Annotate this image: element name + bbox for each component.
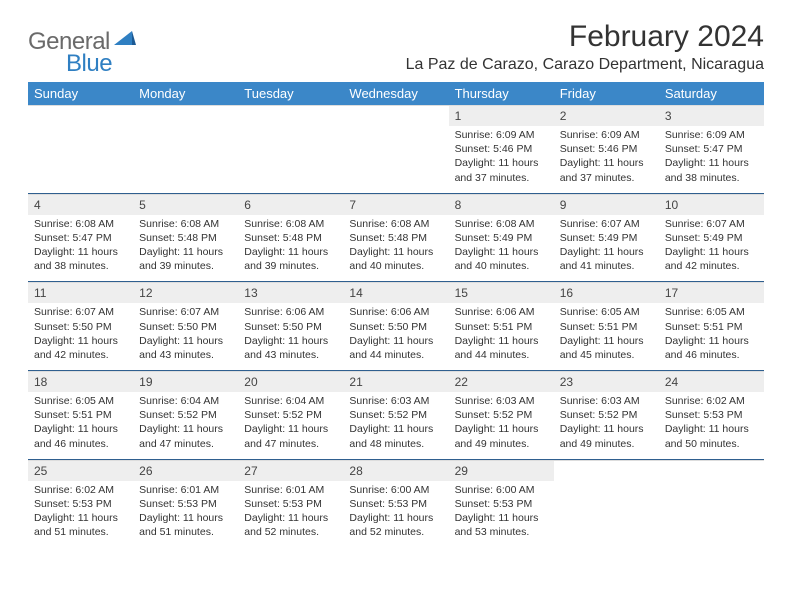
day-body-row: Sunrise: 6:02 AMSunset: 5:53 PMDaylight:…	[28, 481, 764, 548]
day-body-row: Sunrise: 6:09 AMSunset: 5:46 PMDaylight:…	[28, 126, 764, 193]
day-number-cell: 24	[659, 372, 764, 393]
day-number-cell: 12	[133, 283, 238, 304]
weekday-header: Thursday	[449, 82, 554, 106]
day-body-cell: Sunrise: 6:03 AMSunset: 5:52 PMDaylight:…	[449, 392, 554, 459]
weekday-header-row: SundayMondayTuesdayWednesdayThursdayFrid…	[28, 82, 764, 106]
day-body-cell	[133, 126, 238, 193]
day-body-cell: Sunrise: 6:07 AMSunset: 5:50 PMDaylight:…	[133, 303, 238, 370]
day-body-cell: Sunrise: 6:00 AMSunset: 5:53 PMDaylight:…	[343, 481, 448, 548]
weekday-header: Wednesday	[343, 82, 448, 106]
day-body-cell	[343, 126, 448, 193]
day-number-cell: 9	[554, 194, 659, 215]
day-number-cell: 26	[133, 460, 238, 481]
month-title: February 2024	[406, 20, 764, 54]
day-number-cell: 21	[343, 372, 448, 393]
day-number-cell: 15	[449, 283, 554, 304]
day-number-cell	[343, 106, 448, 127]
weekday-header: Saturday	[659, 82, 764, 106]
day-body-cell: Sunrise: 6:01 AMSunset: 5:53 PMDaylight:…	[133, 481, 238, 548]
day-number-cell: 25	[28, 460, 133, 481]
day-number-cell: 27	[238, 460, 343, 481]
day-body-cell: Sunrise: 6:08 AMSunset: 5:48 PMDaylight:…	[343, 215, 448, 282]
weekday-header: Friday	[554, 82, 659, 106]
day-number-cell	[238, 106, 343, 127]
weekday-header: Monday	[133, 82, 238, 106]
day-body-cell: Sunrise: 6:02 AMSunset: 5:53 PMDaylight:…	[659, 392, 764, 459]
day-number-cell: 11	[28, 283, 133, 304]
day-body-cell: Sunrise: 6:08 AMSunset: 5:48 PMDaylight:…	[133, 215, 238, 282]
day-body-cell: Sunrise: 6:05 AMSunset: 5:51 PMDaylight:…	[28, 392, 133, 459]
day-body-row: Sunrise: 6:08 AMSunset: 5:47 PMDaylight:…	[28, 215, 764, 282]
day-body-cell: Sunrise: 6:07 AMSunset: 5:50 PMDaylight:…	[28, 303, 133, 370]
day-body-cell: Sunrise: 6:09 AMSunset: 5:46 PMDaylight:…	[449, 126, 554, 193]
day-number-cell: 4	[28, 194, 133, 215]
day-body-cell: Sunrise: 6:05 AMSunset: 5:51 PMDaylight:…	[554, 303, 659, 370]
day-body-cell: Sunrise: 6:06 AMSunset: 5:51 PMDaylight:…	[449, 303, 554, 370]
day-body-cell: Sunrise: 6:01 AMSunset: 5:53 PMDaylight:…	[238, 481, 343, 548]
weekday-header: Sunday	[28, 82, 133, 106]
location: La Paz de Carazo, Carazo Department, Nic…	[406, 56, 764, 74]
day-number-cell: 29	[449, 460, 554, 481]
logo: General Blue	[28, 28, 136, 56]
day-body-cell	[659, 481, 764, 548]
day-number-cell: 17	[659, 283, 764, 304]
day-body-cell	[28, 126, 133, 193]
day-body-cell: Sunrise: 6:03 AMSunset: 5:52 PMDaylight:…	[554, 392, 659, 459]
calendar-table: SundayMondayTuesdayWednesdayThursdayFrid…	[28, 82, 764, 547]
day-body-row: Sunrise: 6:07 AMSunset: 5:50 PMDaylight:…	[28, 303, 764, 370]
day-body-cell: Sunrise: 6:08 AMSunset: 5:47 PMDaylight:…	[28, 215, 133, 282]
header: General Blue February 2024 La Paz de Car…	[28, 20, 764, 74]
day-number-cell	[28, 106, 133, 127]
day-body-row: Sunrise: 6:05 AMSunset: 5:51 PMDaylight:…	[28, 392, 764, 459]
day-number-cell	[659, 460, 764, 481]
day-body-cell: Sunrise: 6:06 AMSunset: 5:50 PMDaylight:…	[238, 303, 343, 370]
day-number-cell: 10	[659, 194, 764, 215]
day-number-cell: 3	[659, 106, 764, 127]
day-body-cell: Sunrise: 6:07 AMSunset: 5:49 PMDaylight:…	[554, 215, 659, 282]
day-body-cell	[238, 126, 343, 193]
day-number-cell: 16	[554, 283, 659, 304]
logo-triangle-icon	[114, 29, 136, 45]
day-number-row: 11121314151617	[28, 283, 764, 304]
day-number-cell: 8	[449, 194, 554, 215]
day-number-cell: 1	[449, 106, 554, 127]
day-number-row: 45678910	[28, 194, 764, 215]
day-number-cell: 22	[449, 372, 554, 393]
day-number-cell: 19	[133, 372, 238, 393]
day-body-cell: Sunrise: 6:08 AMSunset: 5:49 PMDaylight:…	[449, 215, 554, 282]
day-number-row: 2526272829	[28, 460, 764, 481]
day-number-cell: 6	[238, 194, 343, 215]
logo-text-blue: Blue	[66, 50, 112, 78]
day-number-cell: 23	[554, 372, 659, 393]
day-body-cell: Sunrise: 6:09 AMSunset: 5:47 PMDaylight:…	[659, 126, 764, 193]
day-body-cell: Sunrise: 6:02 AMSunset: 5:53 PMDaylight:…	[28, 481, 133, 548]
day-body-cell	[554, 481, 659, 548]
day-body-cell: Sunrise: 6:09 AMSunset: 5:46 PMDaylight:…	[554, 126, 659, 193]
calendar-page: General Blue February 2024 La Paz de Car…	[0, 0, 792, 567]
day-number-cell: 7	[343, 194, 448, 215]
day-number-cell: 20	[238, 372, 343, 393]
day-body-cell: Sunrise: 6:07 AMSunset: 5:49 PMDaylight:…	[659, 215, 764, 282]
day-number-cell: 2	[554, 106, 659, 127]
day-number-cell: 5	[133, 194, 238, 215]
day-number-cell: 13	[238, 283, 343, 304]
day-number-row: 18192021222324	[28, 372, 764, 393]
day-number-cell: 14	[343, 283, 448, 304]
day-number-cell: 18	[28, 372, 133, 393]
day-body-cell: Sunrise: 6:03 AMSunset: 5:52 PMDaylight:…	[343, 392, 448, 459]
day-body-cell: Sunrise: 6:04 AMSunset: 5:52 PMDaylight:…	[238, 392, 343, 459]
day-number-cell	[133, 106, 238, 127]
weekday-header: Tuesday	[238, 82, 343, 106]
day-body-cell: Sunrise: 6:00 AMSunset: 5:53 PMDaylight:…	[449, 481, 554, 548]
day-number-cell: 28	[343, 460, 448, 481]
day-number-row: 123	[28, 106, 764, 127]
title-block: February 2024 La Paz de Carazo, Carazo D…	[406, 20, 764, 74]
day-body-cell: Sunrise: 6:05 AMSunset: 5:51 PMDaylight:…	[659, 303, 764, 370]
day-body-cell: Sunrise: 6:08 AMSunset: 5:48 PMDaylight:…	[238, 215, 343, 282]
day-body-cell: Sunrise: 6:04 AMSunset: 5:52 PMDaylight:…	[133, 392, 238, 459]
day-body-cell: Sunrise: 6:06 AMSunset: 5:50 PMDaylight:…	[343, 303, 448, 370]
day-number-cell	[554, 460, 659, 481]
